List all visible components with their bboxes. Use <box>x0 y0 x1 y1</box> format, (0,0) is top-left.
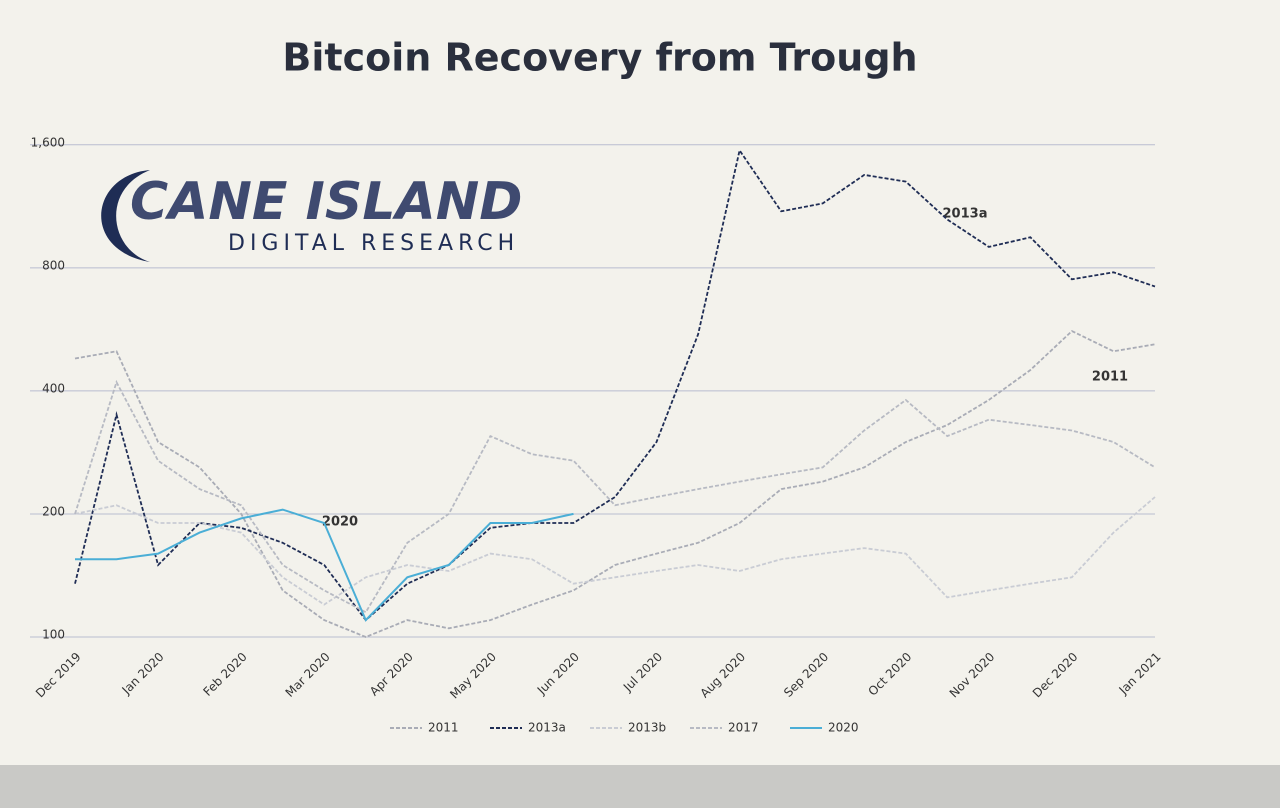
series-line <box>74 330 1156 638</box>
legend: 2011 2013a 2013b 2017 2020 <box>390 721 859 735</box>
logo-name: CANE ISLAND <box>130 172 522 232</box>
series-line <box>75 508 574 622</box>
background <box>0 0 1280 765</box>
annotation: 2013a <box>943 207 988 222</box>
legend-label: 2020 <box>828 721 859 735</box>
legend-label: 2013b <box>628 721 666 735</box>
series-line <box>74 379 1156 614</box>
chart-title: Bitcoin Recovery from Trough <box>282 36 917 80</box>
logo-swoosh <box>101 170 150 262</box>
logo-tagline: DIGITAL RESEARCH <box>228 231 519 256</box>
legend-label: 2017 <box>728 721 759 735</box>
annotation: 2011 <box>1092 370 1128 385</box>
y-tick-label: 400 <box>42 381 65 395</box>
y-tick-label: 1,600 <box>31 135 65 149</box>
y-tick-label: 200 <box>42 504 65 518</box>
annotation: 2020 <box>322 515 358 530</box>
y-tick-label: 100 <box>42 628 65 642</box>
logo: CANE ISLAND DIGITAL RESEARCH <box>101 170 522 262</box>
legend-label: 2011 <box>428 721 459 735</box>
y-tick-label: 800 <box>42 258 65 272</box>
legend-label: 2013a <box>528 721 566 735</box>
series-line <box>74 496 1156 606</box>
bottom-strip <box>0 765 1280 808</box>
series-line <box>74 148 1156 622</box>
